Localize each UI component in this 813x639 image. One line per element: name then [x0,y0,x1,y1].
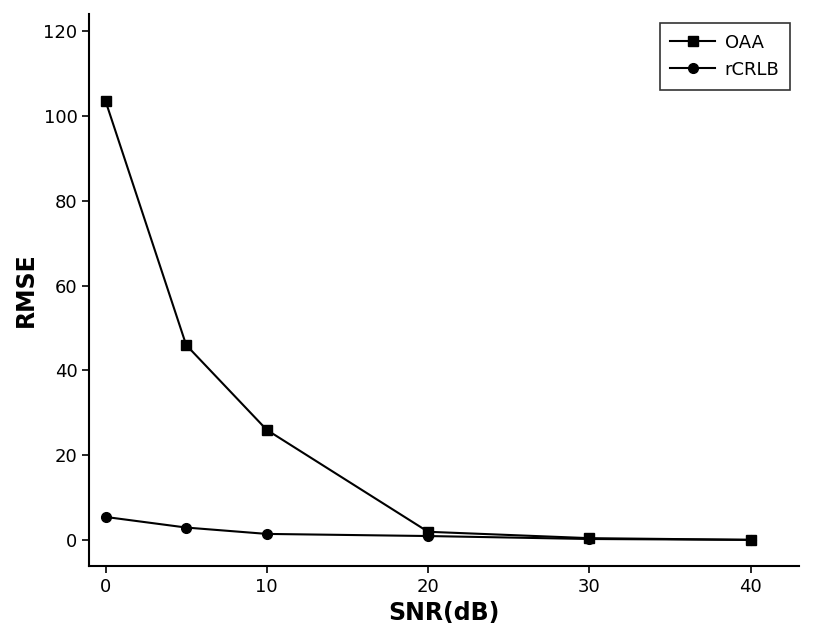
rCRLB [181,524,191,532]
OAA [585,534,594,542]
OAA [101,97,111,105]
Y-axis label: RMSE: RMSE [14,252,38,327]
rCRLB [262,530,272,538]
rCRLB [746,536,755,544]
rCRLB [424,532,433,540]
OAA [424,528,433,535]
X-axis label: SNR(dB): SNR(dB) [389,601,500,625]
OAA [181,341,191,349]
Line: OAA: OAA [101,96,755,544]
Legend: OAA, rCRLB: OAA, rCRLB [659,23,790,89]
OAA [746,536,755,544]
rCRLB [101,513,111,521]
rCRLB [585,535,594,543]
OAA [262,426,272,434]
Line: rCRLB: rCRLB [101,512,755,544]
